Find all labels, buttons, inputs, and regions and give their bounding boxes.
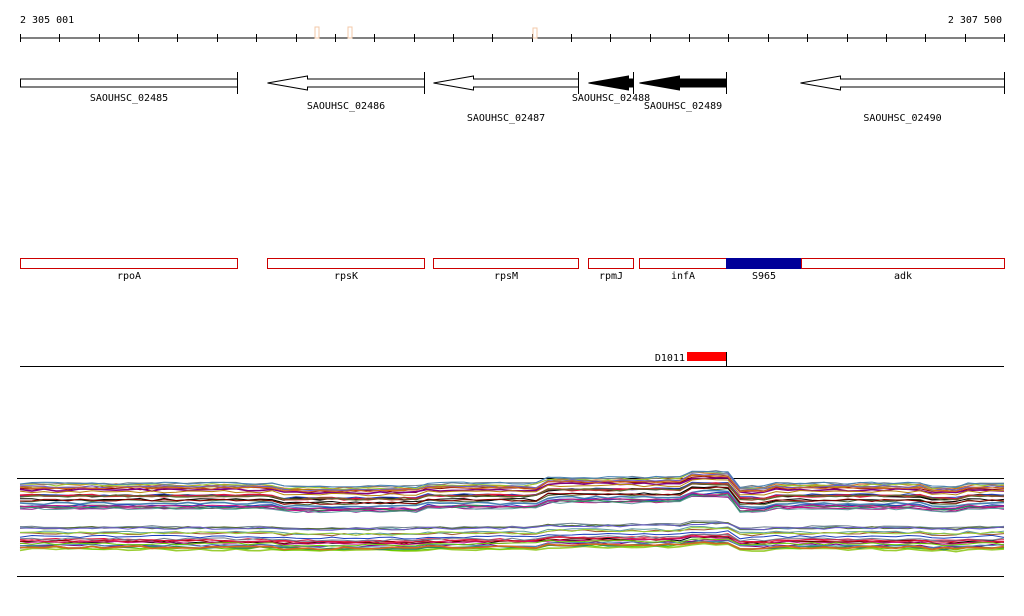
- expression-line: [19, 470, 1005, 489]
- expression-line: [19, 475, 1005, 493]
- gene-arrow[interactable]: [639, 75, 727, 91]
- expression-line: [19, 527, 1005, 536]
- feature-box[interactable]: [639, 258, 727, 269]
- expression-line: [19, 486, 1005, 505]
- coordinate-ruler: 2 305 001 2 307 500: [20, 15, 1005, 42]
- marker-label: D1011: [655, 353, 685, 364]
- ruler-start-label: 2 305 001: [20, 15, 74, 26]
- feature-box[interactable]: [726, 258, 802, 269]
- gene-arrow[interactable]: [588, 75, 634, 91]
- feature-label: infA: [671, 271, 695, 282]
- feature-label: rpsK: [334, 271, 358, 282]
- expression-line: [19, 483, 1005, 501]
- feature-track: rpoA rpsK rpsM rpmJ infA S965 adk: [20, 258, 1005, 282]
- expression-line: [19, 538, 1005, 547]
- gene-arrow[interactable]: [800, 75, 1005, 91]
- ruler-ticks: [20, 26, 1005, 42]
- gene-label: SAOUHSC_02485: [90, 93, 168, 104]
- ruler-faint-mark: [347, 26, 353, 39]
- expression-line: [19, 478, 1005, 497]
- expression-line: [19, 482, 1005, 501]
- feature-label: rpoA: [117, 271, 141, 282]
- gene-track: SAOUHSC_02485 SAOUHSC_02486 SAOUHSC_02487 S…: [20, 72, 1005, 124]
- gene-label: SAOUHSC_02488: [572, 93, 650, 104]
- expression-line: [19, 530, 1005, 540]
- feature-box[interactable]: [588, 258, 634, 269]
- feature-label: rpsM: [494, 271, 518, 282]
- gene-arrow[interactable]: [433, 75, 579, 91]
- expression-line: [19, 493, 1005, 512]
- ruler-end-label: 2 307 500: [948, 15, 1002, 26]
- gene-label: SAOUHSC_02489: [644, 101, 722, 112]
- gene-label: SAOUHSC_02486: [307, 101, 385, 112]
- feature-box[interactable]: [20, 258, 238, 269]
- gene-arrow[interactable]: [267, 75, 425, 91]
- expression-line: [19, 534, 1005, 544]
- feature-label: rpmJ: [599, 271, 623, 282]
- expression-line: [19, 522, 1005, 531]
- feature-box[interactable]: [433, 258, 579, 269]
- expression-line: [19, 492, 1005, 511]
- gene-label: SAOUHSC_02487: [467, 113, 545, 124]
- gene-label: SAOUHSC_02490: [863, 113, 941, 124]
- gene-arrow[interactable]: [20, 78, 238, 88]
- feature-box[interactable]: [801, 258, 1005, 269]
- feature-box[interactable]: [267, 258, 425, 269]
- expression-line: [19, 541, 1005, 551]
- feature-label: adk: [894, 271, 912, 282]
- expression-line: [19, 489, 1005, 509]
- expression-lines: [19, 470, 1005, 553]
- expression-line: [19, 494, 1005, 514]
- ruler-faint-mark: [314, 26, 320, 39]
- feature-label: S965: [752, 271, 776, 282]
- expression-line: [19, 542, 1005, 553]
- marker-bar[interactable]: [687, 352, 726, 361]
- marker-track: D1011: [20, 352, 1004, 367]
- expression-line: [19, 473, 1005, 492]
- expression-track: [17, 470, 1005, 577]
- ruler-faint-mark: [532, 27, 538, 39]
